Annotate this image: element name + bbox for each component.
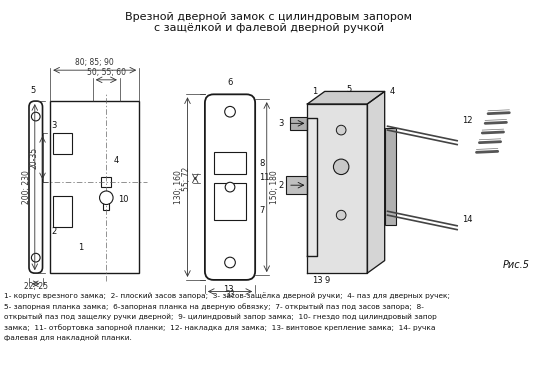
Bar — [213, 152, 246, 174]
Text: с защёлкой и фалевой дверной ручкой: с защёлкой и фалевой дверной ручкой — [154, 23, 384, 33]
Text: 1: 1 — [79, 243, 84, 252]
Polygon shape — [367, 91, 385, 273]
Circle shape — [224, 257, 236, 268]
Bar — [53, 196, 72, 227]
Text: 10: 10 — [118, 195, 129, 204]
Text: 12: 12 — [462, 116, 472, 125]
Text: 3: 3 — [51, 121, 57, 130]
Text: 33: 33 — [225, 290, 235, 299]
Text: 130; 160: 130; 160 — [174, 170, 183, 204]
Text: 9: 9 — [324, 276, 329, 285]
Bar — [101, 178, 111, 187]
Text: Врезной дверной замок с цилиндровым запором: Врезной дверной замок с цилиндровым запо… — [125, 12, 412, 22]
Bar — [290, 117, 307, 130]
Circle shape — [336, 210, 346, 220]
Text: 80; 85; 90: 80; 85; 90 — [75, 58, 114, 67]
Text: 14: 14 — [462, 216, 472, 224]
Polygon shape — [307, 118, 317, 256]
Bar — [50, 101, 139, 273]
Polygon shape — [307, 91, 385, 104]
Text: 22; 25: 22; 25 — [24, 282, 48, 291]
Circle shape — [31, 112, 40, 121]
Circle shape — [334, 159, 349, 174]
Text: 150; 180: 150; 180 — [270, 170, 279, 204]
Circle shape — [224, 106, 236, 117]
Text: 2: 2 — [51, 227, 56, 236]
Text: 4: 4 — [114, 156, 119, 165]
Text: 55; 72: 55; 72 — [182, 166, 191, 190]
Text: 6: 6 — [227, 78, 233, 86]
Text: 2: 2 — [278, 181, 283, 190]
Text: 5: 5 — [30, 86, 36, 95]
Bar — [53, 133, 72, 154]
Text: 50; 55; 60: 50; 55; 60 — [87, 68, 126, 77]
FancyBboxPatch shape — [205, 94, 255, 280]
Text: 7: 7 — [259, 206, 265, 215]
Text: открытый паз под защелку ручки дверной;  9- цилиндровый запор замка;  10- гнездо: открытый паз под защелку ручки дверной; … — [4, 314, 437, 320]
Text: 13: 13 — [223, 285, 233, 294]
Bar — [286, 176, 307, 194]
Text: 11: 11 — [259, 173, 270, 182]
Text: 8: 8 — [259, 159, 265, 168]
Text: Рис.5: Рис.5 — [502, 260, 530, 270]
Circle shape — [225, 182, 235, 192]
Text: 4: 4 — [389, 87, 395, 96]
Text: 1: 1 — [312, 87, 317, 96]
Text: 5: 5 — [346, 85, 351, 94]
Text: 13: 13 — [312, 276, 323, 285]
Text: фалевая для накладной планки.: фалевая для накладной планки. — [4, 335, 132, 341]
Bar — [385, 128, 396, 225]
Text: 20-35: 20-35 — [30, 147, 38, 169]
Text: 1- корпус врезного замка;  2- плоский засов запора;  3- засов-защёлка дверной ру: 1- корпус врезного замка; 2- плоский зас… — [4, 293, 449, 299]
Text: 5- запорная планка замка;  6-запорная планка на дверную обвязку;  7- открытый па: 5- запорная планка замка; 6-запорная пла… — [4, 303, 424, 310]
Circle shape — [100, 191, 113, 205]
Text: замка;  11- отбортовка запорной планки;  12- накладка для замка;  13- винтовое к: замка; 11- отбортовка запорной планки; 1… — [4, 324, 436, 331]
Text: 200; 230: 200; 230 — [22, 170, 31, 204]
Polygon shape — [307, 104, 367, 273]
Circle shape — [31, 253, 40, 262]
Text: 3: 3 — [278, 119, 283, 128]
Bar — [104, 198, 109, 210]
Bar — [213, 183, 246, 220]
FancyBboxPatch shape — [29, 101, 42, 273]
Circle shape — [336, 125, 346, 135]
